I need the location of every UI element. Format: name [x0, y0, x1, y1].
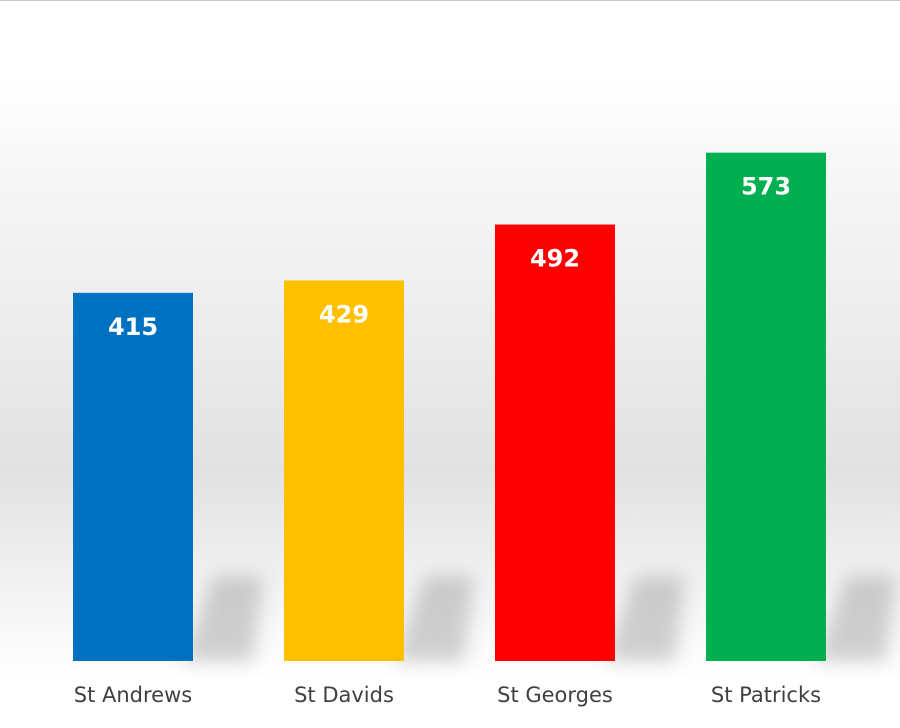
bars — [73, 152, 826, 662]
category-label-st-patricks: St Patricks — [711, 683, 821, 707]
data-label-st-georges: 492 — [530, 245, 580, 273]
bar-st-georges — [495, 224, 615, 662]
category-label-st-georges: St Georges — [497, 683, 613, 707]
bar-st-patricks — [706, 152, 826, 661]
bar-shadow-st-georges — [605, 576, 685, 661]
data-label-st-davids: 429 — [319, 300, 369, 328]
data-label-st-andrews: 415 — [108, 313, 158, 341]
category-label-st-andrews: St Andrews — [74, 683, 192, 707]
data-labels: 415 429 492 573 — [108, 173, 791, 341]
category-label-st-davids: St Davids — [294, 683, 394, 707]
top-border — [0, 0, 900, 1]
bar-shadow-st-davids — [394, 576, 474, 661]
category-labels: St Andrews St Davids St Georges St Patricks — [74, 683, 821, 707]
data-label-st-patricks: 573 — [741, 173, 791, 201]
bar-shadow-st-patricks — [816, 576, 896, 661]
bar-st-andrews — [73, 292, 193, 661]
bar-st-davids — [284, 280, 404, 661]
bar-shadow-st-andrews — [183, 576, 263, 661]
bar-shadows — [183, 576, 896, 661]
